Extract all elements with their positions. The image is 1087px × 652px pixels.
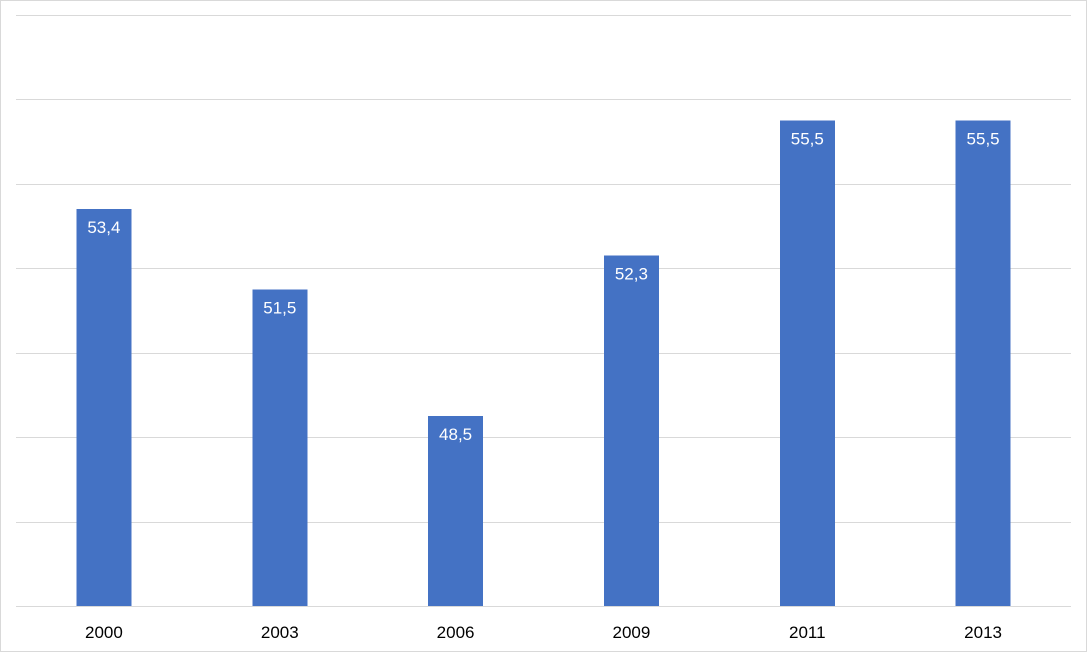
- data-label-2013: 55,5: [967, 130, 1000, 149]
- gridlines: [16, 15, 1071, 607]
- bar-2003: [252, 289, 308, 606]
- data-labels: 53,4 51,5 48,5 52,3 55,5 55,5: [87, 130, 999, 445]
- x-tick-label-2003: 2003: [261, 623, 299, 642]
- x-tick-label-2013: 2013: [964, 623, 1002, 642]
- x-tick-label-2006: 2006: [437, 623, 475, 642]
- bar-2013: [955, 120, 1011, 606]
- data-label-2003: 51,5: [263, 298, 296, 317]
- data-label-2006: 48,5: [439, 425, 472, 444]
- bar-2011: [779, 120, 835, 606]
- bar-2006: [428, 416, 484, 606]
- x-tick-label-2009: 2009: [612, 623, 650, 642]
- x-axis-tick-labels: 2000 2003 2006 2009 2011 2013: [85, 623, 1002, 642]
- data-label-2009: 52,3: [615, 265, 648, 284]
- data-label-2000: 53,4: [87, 218, 120, 237]
- x-tick-label-2000: 2000: [85, 623, 123, 642]
- bar-2000: [76, 209, 132, 606]
- bars: [76, 120, 1011, 606]
- bar-2009: [603, 255, 659, 606]
- data-label-2011: 55,5: [791, 130, 824, 149]
- x-tick-label-2011: 2011: [789, 623, 826, 642]
